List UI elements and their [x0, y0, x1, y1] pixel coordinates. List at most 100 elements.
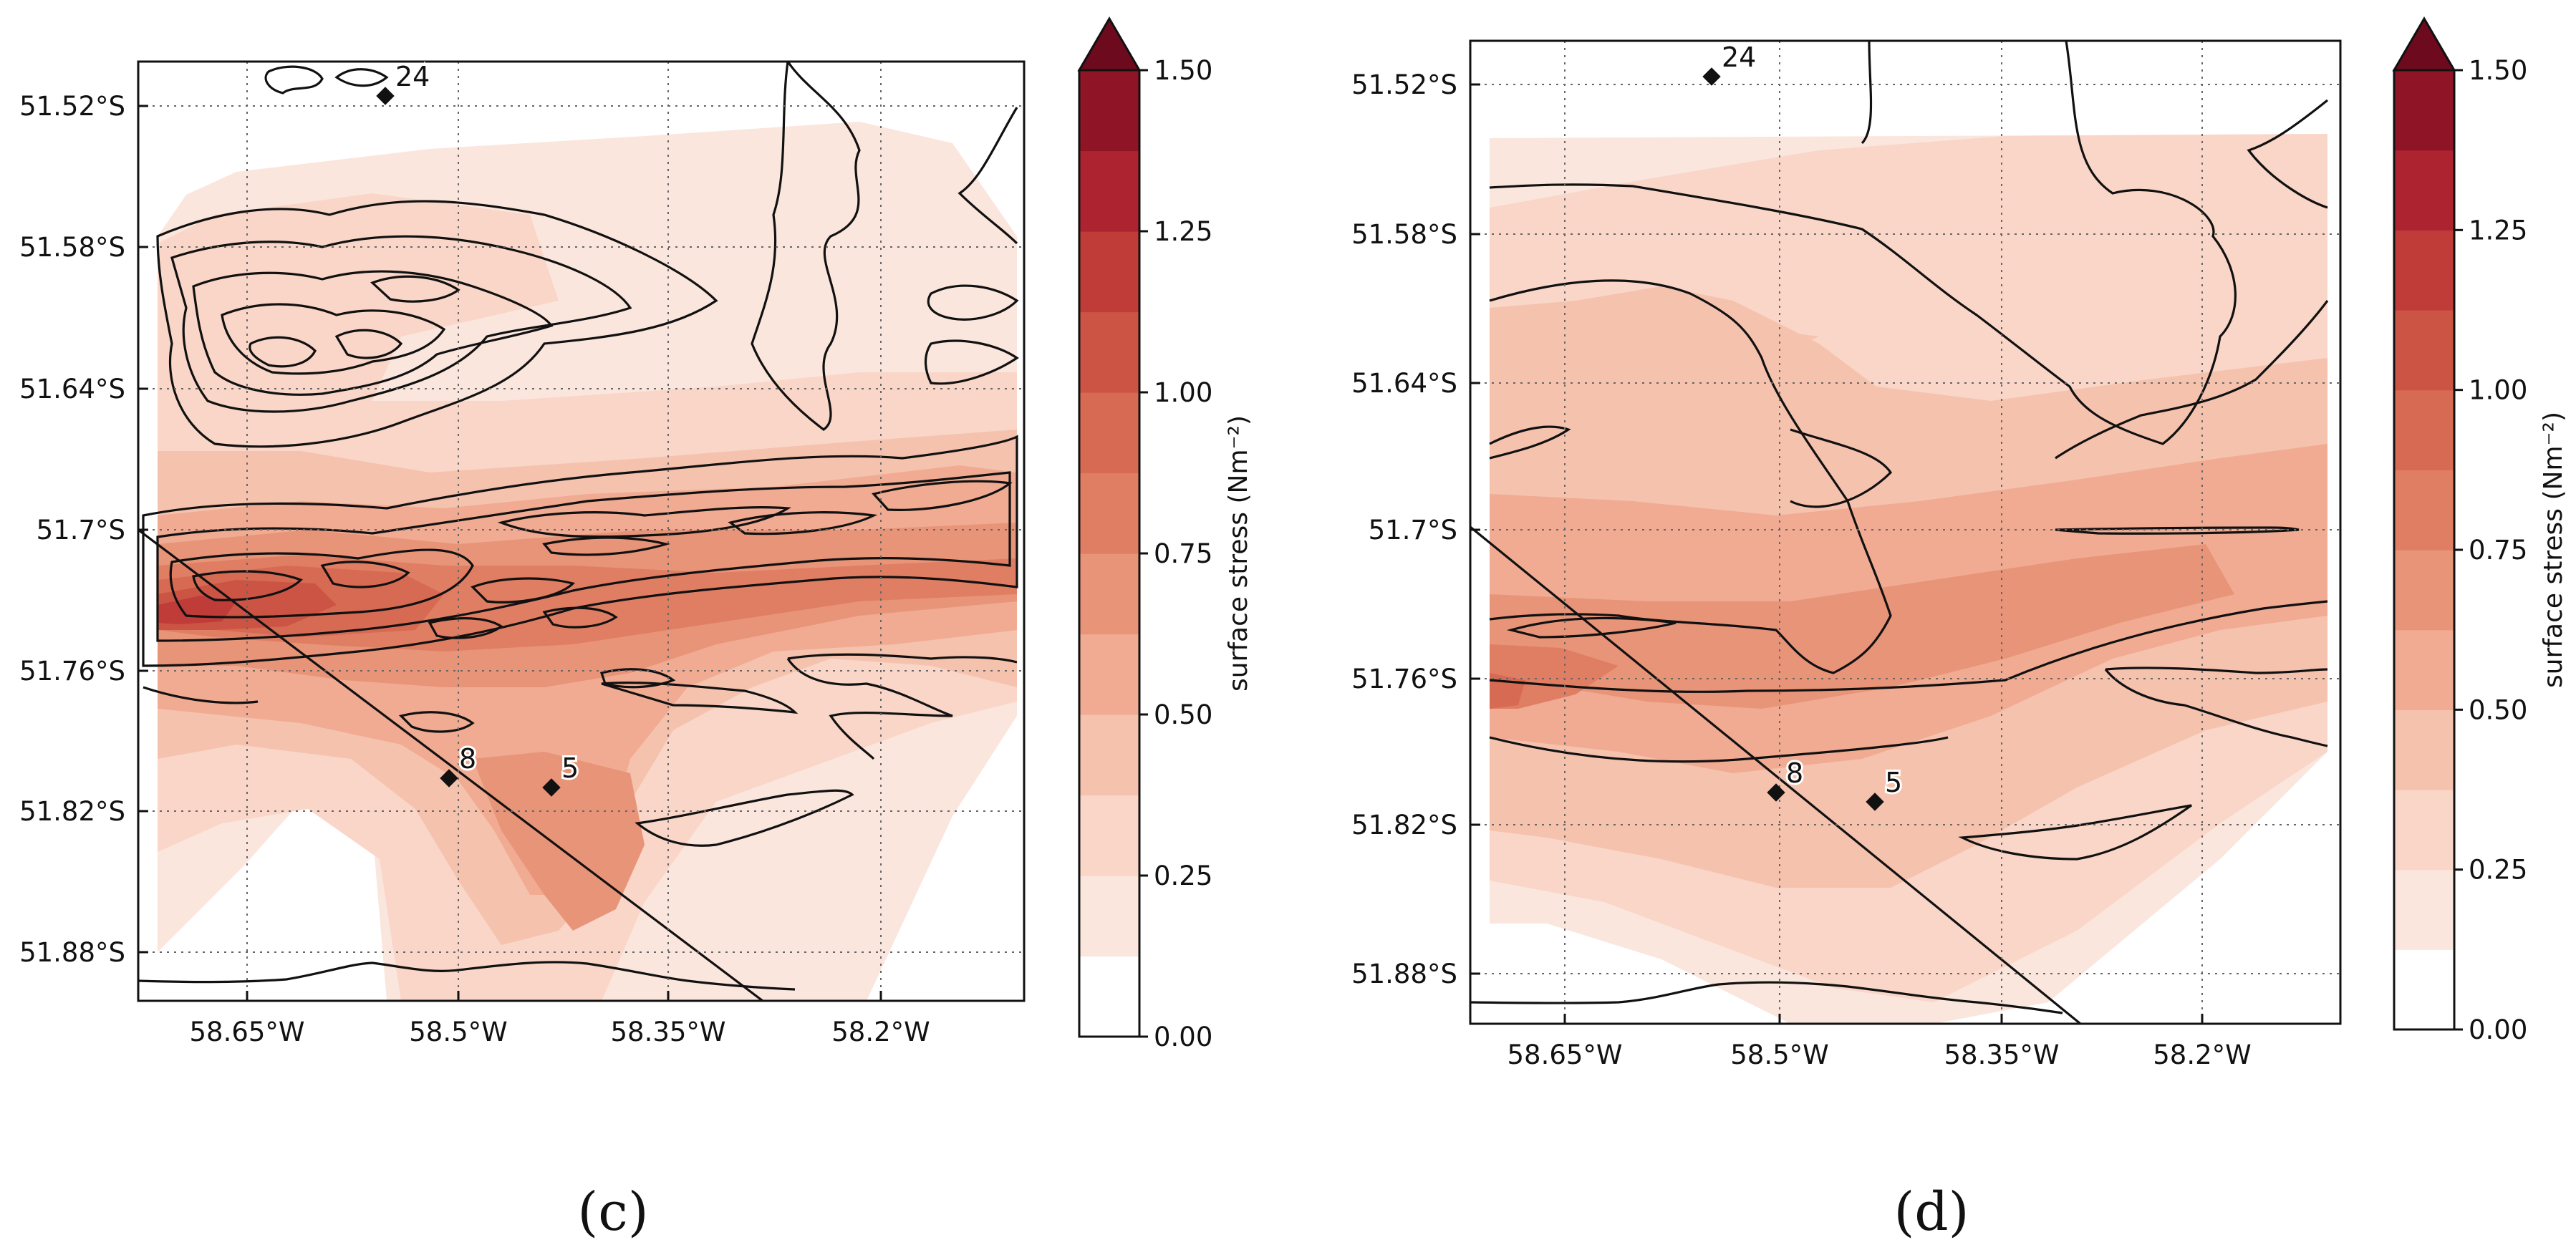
contour-line [192, 270, 554, 396]
contour-line [1861, 41, 1873, 145]
contour-line [156, 200, 718, 448]
lat-tick-label: 51.58°S [19, 232, 125, 263]
colorbar-segment [1079, 150, 1139, 232]
colorbar-segment [2394, 70, 2454, 151]
contour-line [924, 339, 1019, 385]
colorbar-tick-label: 1.00 [1154, 377, 1212, 408]
panel-d-transect-line [1470, 525, 2082, 1024]
lat-tick-label: 51.64°S [1351, 368, 1457, 399]
colorbar-segment [1079, 231, 1139, 313]
contour-line [787, 653, 1018, 664]
site-label-5: 5 [1885, 767, 1902, 798]
lat-tick-label: 51.52°S [19, 91, 125, 122]
contour-line [170, 235, 632, 413]
panel-c-axes-frame [137, 60, 1026, 1002]
colorbar-tick-label: 1.50 [1154, 55, 1212, 86]
contour-line [751, 62, 861, 431]
colorbar-tick-label: 0.25 [2469, 855, 2527, 886]
colorbar-segment [2394, 949, 2454, 1030]
lat-tick-label: 51.7°S [1369, 515, 1457, 546]
lat-tick-label: 51.52°S [1351, 69, 1457, 100]
stress-fill-level-3b [1518, 315, 1819, 430]
lon-tick-label: 58.65°W [189, 1017, 304, 1047]
contour-line [2055, 300, 2329, 460]
colorbar-tick-label: 1.25 [2469, 215, 2527, 246]
colorbar-segment [1079, 795, 1139, 876]
contour-line [264, 65, 324, 94]
site-label-24: 24 [1722, 42, 1756, 73]
panel-d-colorbar: 0.00 0.25 0.50 0.75 1.00 1.25 1.50 surface stre… [2392, 16, 2568, 1045]
colorbar-tick-label: 0.25 [1154, 861, 1212, 891]
contour-line [143, 686, 259, 704]
contour-line [927, 284, 1019, 321]
contour-line [635, 789, 854, 847]
contour-line [1489, 736, 1949, 763]
colorbar-segment [1079, 956, 1139, 1037]
colorbar-title: surface stress (Nm⁻²) [2539, 412, 2568, 688]
panel-c-transect-line [138, 528, 763, 1001]
colorbar-tick-label: 0.00 [2469, 1014, 2527, 1045]
site-marker-24 [1702, 67, 1721, 86]
colorbar-segment [2394, 389, 2454, 470]
panel-d-axes-frame [1469, 39, 2342, 1025]
contour-line [542, 606, 618, 629]
contour-line [1489, 425, 1571, 460]
panel-d-terrain-contours [1470, 41, 2329, 1014]
lat-tick-label: 51.88°S [19, 937, 125, 968]
colorbar-tick-label: 0.00 [1154, 1022, 1212, 1052]
colorbar-segment [1079, 311, 1139, 393]
lon-tick-label: 58.5°W [1730, 1040, 1828, 1070]
contour-line [2105, 667, 2328, 674]
panel-c-stress-field [138, 62, 1019, 1001]
lat-tick-label: 51.82°S [19, 796, 125, 827]
site-marker-24 [376, 87, 395, 105]
contour-line [1470, 981, 2063, 1014]
lon-tick-label: 58.35°W [610, 1017, 725, 1047]
panel-d-stress-field [1470, 41, 2329, 1024]
contour-line [249, 336, 317, 368]
lon-tick-label: 58.65°W [1507, 1040, 1622, 1070]
lat-tick-label: 51.82°S [1351, 810, 1457, 840]
colorbar-segment [1079, 634, 1139, 715]
colorbar-tick-label: 0.50 [1154, 699, 1212, 730]
colorbar-tick-label: 1.50 [2469, 55, 2527, 86]
lat-tick-label: 51.76°S [19, 656, 125, 687]
contour-line [957, 107, 1018, 245]
contour-line [1790, 428, 1893, 508]
panel-d-label: (d) [1894, 1181, 1969, 1243]
colorbar-segment [1079, 553, 1139, 635]
lat-tick-label: 51.7°S [37, 515, 125, 546]
contour-line [1958, 804, 2192, 861]
colorbar-segment [2394, 869, 2454, 950]
contour-line [542, 536, 671, 556]
panel-c-colorbar: 0.00 0.25 0.50 0.75 1.00 1.25 1.50 surface stre… [1077, 16, 1253, 1052]
colorbar-segment [1079, 714, 1139, 796]
panel-c-label: (c) [577, 1181, 648, 1243]
contour-line [601, 682, 799, 714]
contour-line [2104, 668, 2328, 747]
contour-line [142, 435, 1018, 667]
lon-tick-label: 58.2°W [2153, 1040, 2251, 1070]
lat-tick-label: 51.88°S [1351, 959, 1457, 989]
colorbar-segment [2394, 230, 2454, 311]
panel-c-grid [138, 62, 1024, 1001]
contour-line [334, 329, 403, 359]
colorbar-tick-label: 1.25 [1154, 216, 1212, 247]
contour-line [872, 480, 1013, 511]
lon-tick-label: 58.2°W [831, 1017, 930, 1047]
colorbar-segment [2394, 629, 2454, 710]
site-label-8: 8 [459, 743, 476, 775]
panel-c-terrain-contours [138, 62, 1019, 991]
contour-line [370, 275, 460, 303]
colorbar-segment [2394, 310, 2454, 391]
contour-line [320, 561, 410, 588]
contour-line [138, 961, 796, 991]
colorbar-tick-label: 0.50 [2469, 694, 2527, 725]
contour-line [334, 68, 389, 87]
colorbar-segment [1079, 876, 1139, 957]
panel-c-ticks: 58.65°W 58.5°W 58.35°W 58.2°W 51.52°S 51.58°S… [19, 91, 930, 1047]
contour-line [1489, 600, 2328, 693]
contour-line [497, 506, 791, 538]
contour-line [169, 548, 474, 619]
